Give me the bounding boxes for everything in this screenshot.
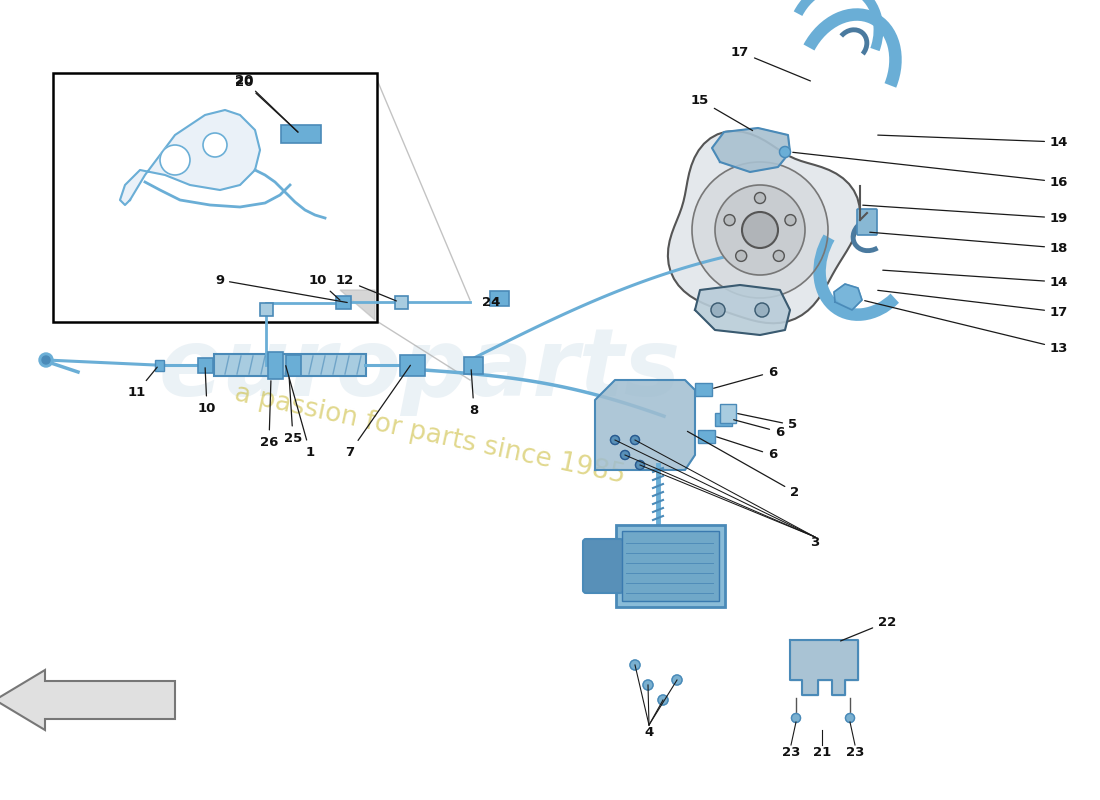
Text: 18: 18 <box>870 232 1068 254</box>
FancyBboxPatch shape <box>463 357 483 374</box>
Text: 6: 6 <box>734 420 784 438</box>
Circle shape <box>610 435 619 445</box>
Text: 4: 4 <box>645 726 653 738</box>
Circle shape <box>715 185 805 275</box>
Polygon shape <box>120 110 260 205</box>
Text: 26: 26 <box>260 381 278 449</box>
FancyBboxPatch shape <box>616 525 725 607</box>
Text: 20: 20 <box>234 75 298 132</box>
FancyBboxPatch shape <box>154 359 164 370</box>
Text: 14: 14 <box>878 135 1068 149</box>
FancyBboxPatch shape <box>697 430 715 442</box>
FancyBboxPatch shape <box>719 403 736 422</box>
FancyBboxPatch shape <box>857 209 877 235</box>
Circle shape <box>39 353 53 367</box>
Circle shape <box>773 250 784 262</box>
Circle shape <box>160 145 190 175</box>
Circle shape <box>630 660 640 670</box>
Polygon shape <box>834 284 862 310</box>
Circle shape <box>42 356 50 364</box>
FancyBboxPatch shape <box>214 354 366 376</box>
Polygon shape <box>595 380 695 470</box>
Circle shape <box>755 303 769 317</box>
Text: europarts: europarts <box>158 324 681 416</box>
Text: a passion for parts since 1985: a passion for parts since 1985 <box>232 381 628 489</box>
Text: 21: 21 <box>813 746 832 758</box>
Text: 2: 2 <box>688 431 799 498</box>
Text: 11: 11 <box>128 367 157 398</box>
Text: 3: 3 <box>811 535 819 549</box>
Text: 12: 12 <box>336 274 396 301</box>
Circle shape <box>755 193 766 203</box>
Circle shape <box>672 675 682 685</box>
FancyBboxPatch shape <box>490 290 508 306</box>
Circle shape <box>658 695 668 705</box>
Circle shape <box>785 214 796 226</box>
Text: 17: 17 <box>730 46 811 81</box>
FancyBboxPatch shape <box>694 382 712 395</box>
FancyBboxPatch shape <box>53 73 377 322</box>
FancyArrow shape <box>0 670 175 730</box>
Text: 15: 15 <box>691 94 752 130</box>
Text: 8: 8 <box>470 370 478 417</box>
Circle shape <box>204 133 227 157</box>
FancyBboxPatch shape <box>260 302 273 315</box>
Circle shape <box>846 714 855 722</box>
Circle shape <box>692 162 828 298</box>
Circle shape <box>620 450 629 459</box>
Text: 17: 17 <box>878 290 1068 318</box>
FancyBboxPatch shape <box>286 354 300 375</box>
Text: 23: 23 <box>782 746 800 758</box>
Text: 20: 20 <box>234 74 298 132</box>
Circle shape <box>724 214 735 226</box>
Polygon shape <box>695 285 790 335</box>
Text: 10: 10 <box>309 274 340 300</box>
Circle shape <box>736 250 747 262</box>
Text: 7: 7 <box>345 366 410 458</box>
FancyBboxPatch shape <box>336 295 351 309</box>
Circle shape <box>711 303 725 317</box>
Circle shape <box>780 146 791 158</box>
FancyBboxPatch shape <box>621 531 719 601</box>
Text: 24: 24 <box>482 295 500 309</box>
Text: 9: 9 <box>214 274 348 302</box>
FancyBboxPatch shape <box>280 125 321 143</box>
Text: 25: 25 <box>284 378 302 445</box>
FancyBboxPatch shape <box>399 354 425 375</box>
Text: 16: 16 <box>793 152 1068 189</box>
Text: 22: 22 <box>840 615 896 641</box>
Polygon shape <box>790 640 858 695</box>
FancyBboxPatch shape <box>198 358 212 373</box>
Text: 5: 5 <box>738 414 798 431</box>
FancyBboxPatch shape <box>715 413 732 426</box>
Text: 6: 6 <box>716 437 778 462</box>
FancyBboxPatch shape <box>395 295 407 309</box>
Text: 14: 14 <box>883 270 1068 289</box>
Text: 10: 10 <box>198 368 217 414</box>
Circle shape <box>630 435 639 445</box>
Circle shape <box>644 680 653 690</box>
Text: 6: 6 <box>714 366 778 388</box>
Circle shape <box>636 461 645 470</box>
Text: 1: 1 <box>286 366 315 458</box>
Polygon shape <box>668 131 860 323</box>
FancyBboxPatch shape <box>583 539 623 593</box>
Text: 13: 13 <box>865 301 1068 354</box>
Circle shape <box>742 212 778 248</box>
Polygon shape <box>712 128 790 172</box>
FancyBboxPatch shape <box>267 351 283 378</box>
Circle shape <box>792 714 801 722</box>
Text: 23: 23 <box>846 746 865 758</box>
Text: 19: 19 <box>862 205 1068 225</box>
Polygon shape <box>340 290 375 320</box>
